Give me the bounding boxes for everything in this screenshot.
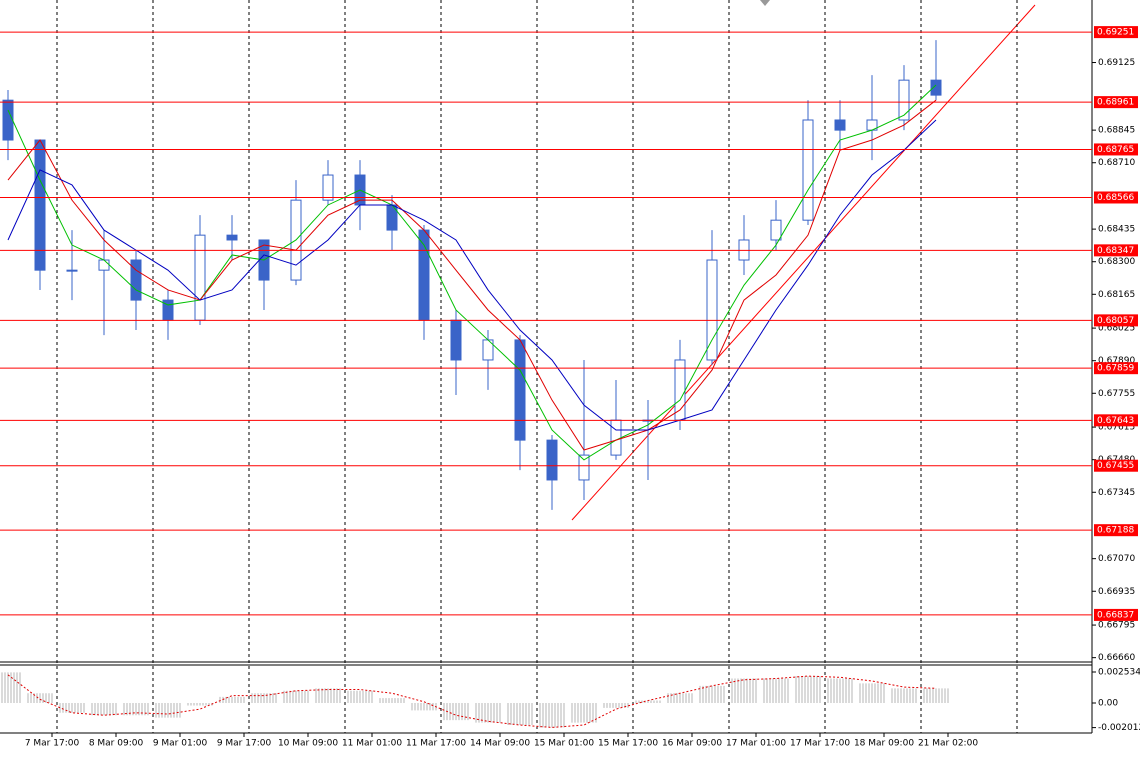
y-tick-label: 0.67615 [1098, 423, 1135, 433]
level-label: 0.68347 [1097, 246, 1134, 256]
x-tick-label: 9 Mar 01:00 [153, 739, 208, 749]
candle-body [450, 319, 462, 361]
level-label-box [1094, 524, 1138, 537]
level-label-box [1094, 414, 1138, 427]
y-tick-label: 0.67070 [1098, 554, 1135, 564]
level-label-box [1094, 96, 1138, 109]
level-label: 0.68765 [1097, 145, 1134, 155]
level-label: 0.67455 [1097, 461, 1134, 471]
candle-body [930, 79, 942, 96]
candle-body [226, 234, 238, 241]
candle-body [802, 119, 814, 221]
y-tick-label: 0.67345 [1098, 488, 1135, 498]
candle-body [770, 219, 782, 241]
candle-body [546, 439, 558, 481]
x-tick-label: 8 Mar 09:00 [89, 739, 144, 749]
level-label-box [1094, 459, 1138, 472]
level-label: 0.68057 [1097, 316, 1134, 326]
x-tick-label: 15 Mar 17:00 [598, 739, 658, 749]
level-label: 0.67643 [1097, 416, 1134, 426]
candle-body [322, 174, 334, 201]
x-tick-label: 17 Mar 01:00 [726, 739, 786, 749]
moving-average [7, 99, 937, 451]
x-tick-label: 11 Mar 17:00 [406, 739, 466, 749]
candle-body [578, 454, 590, 481]
level-label: 0.68961 [1097, 98, 1134, 108]
y-tick-label: -0.002012 [1098, 723, 1140, 733]
y-tick-label: 0.67890 [1098, 356, 1135, 366]
x-tick-label: 16 Mar 09:00 [662, 739, 722, 749]
y-tick-label: 0.68710 [1098, 158, 1135, 168]
y-tick-label: 0.69125 [1098, 58, 1135, 68]
candle-body [514, 339, 526, 441]
candle-body [130, 259, 142, 301]
level-label-box [1094, 143, 1138, 156]
signal-line [7, 674, 937, 728]
x-tick-label: 11 Mar 01:00 [342, 739, 402, 749]
candle-body [194, 234, 206, 321]
x-tick-label: 18 Mar 09:00 [854, 739, 914, 749]
level-label-box [1094, 244, 1138, 257]
candle-body [898, 79, 910, 121]
level-label-box [1094, 362, 1138, 375]
level-label-box [1094, 314, 1138, 327]
shift-marker [760, 0, 770, 6]
x-tick-label: 17 Mar 17:00 [790, 739, 850, 749]
level-label-box [1094, 191, 1138, 204]
x-tick-label: 21 Mar 02:00 [918, 739, 978, 749]
y-tick-label: 0.67755 [1098, 389, 1135, 399]
level-label: 0.69251 [1097, 28, 1134, 38]
candle-body [66, 269, 78, 272]
candle-body [834, 119, 846, 131]
x-tick-label: 15 Mar 01:00 [534, 739, 594, 749]
y-tick-label: 0.68300 [1098, 257, 1135, 267]
x-tick-label: 10 Mar 09:00 [278, 739, 338, 749]
level-label: 0.67859 [1097, 364, 1134, 374]
y-tick-label: 0.68435 [1098, 225, 1135, 235]
level-label-box [1094, 26, 1138, 39]
y-tick-label: 0.66660 [1098, 653, 1135, 663]
x-tick-label: 9 Mar 17:00 [217, 739, 272, 749]
candle-body [674, 359, 686, 421]
candle-body [610, 419, 622, 456]
moving-average [7, 84, 937, 461]
candle-body [706, 259, 718, 361]
x-tick-label: 7 Mar 17:00 [25, 739, 80, 749]
candle-body [2, 99, 14, 141]
x-tick-label: 14 Mar 09:00 [470, 739, 530, 749]
candle-body [98, 259, 110, 271]
y-tick-label: 0.68845 [1098, 126, 1135, 136]
y-tick-label: 0.66795 [1098, 621, 1135, 631]
y-tick-label: 0.68165 [1098, 290, 1135, 300]
level-label: 0.67188 [1097, 526, 1134, 536]
level-label: 0.66837 [1097, 610, 1134, 620]
moving-average [7, 119, 937, 431]
level-label: 0.68566 [1097, 193, 1134, 203]
trend-line [571, 4, 1036, 521]
y-tick-label: 0.68025 [1098, 324, 1135, 334]
y-tick-label: 0.002534 [1098, 667, 1140, 677]
level-label-box [1094, 608, 1138, 621]
y-tick-label: 0.00 [1098, 698, 1118, 708]
y-tick-label: 0.66935 [1098, 587, 1135, 597]
candle-body [418, 229, 430, 321]
